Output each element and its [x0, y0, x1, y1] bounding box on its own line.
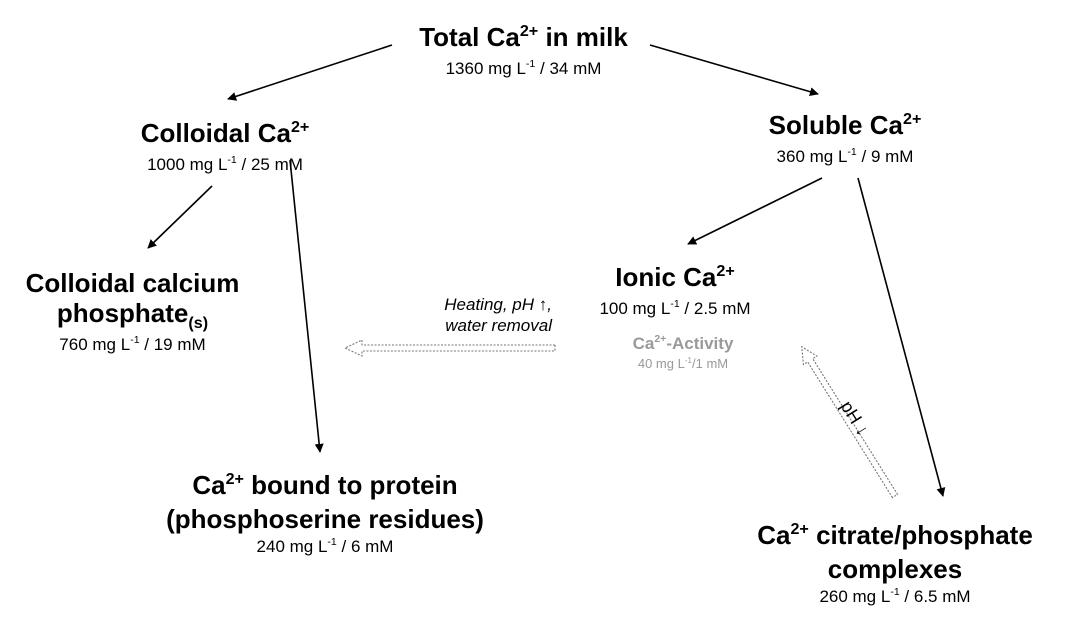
- arrow-colloidal-to-protein: [289, 159, 324, 453]
- condition-line: water removal: [445, 316, 552, 335]
- arrow-total-to-colloidal: [227, 44, 393, 101]
- node-protein-bound-calcium: Ca2+ bound to protein (phosphoserine resi…: [160, 470, 490, 560]
- hollow-arrow-to-ccp: [343, 339, 556, 357]
- condition-heating-label: Heating, pH ↑, water removal: [372, 294, 552, 336]
- node-title: Colloidal Ca2+: [140, 117, 310, 148]
- activity-value: 40 mg L-1/1 mM: [637, 355, 729, 371]
- node-value: 360 mg L-1 / 9 mM: [776, 146, 914, 166]
- condition-line: Heating, pH ↑,: [444, 295, 552, 314]
- arrow-soluble-to-ionic: [687, 177, 823, 245]
- node-title: Ca2+ bound to protein (phosphoserine resi…: [166, 469, 484, 534]
- node-value: 760 mg L-1 / 19 mM: [59, 334, 206, 354]
- node-calcium-activity: Ca2+-Activity 40 mg L-1/1 mM: [600, 333, 766, 374]
- node-value: 1000 mg L-1 / 25 mM: [147, 154, 303, 174]
- node-value: 1360 mg L-1 / 34 mM: [445, 58, 602, 78]
- node-title: Total Ca2+ in milk: [419, 21, 628, 52]
- node-total-calcium: Total Ca2+ in milk 1360 mg L-1 / 34 mM: [396, 22, 651, 82]
- node-title: Ionic Ca2+: [615, 261, 735, 292]
- node-value: 100 mg L-1 / 2.5 mM: [599, 298, 751, 318]
- hollow-arrow-to-ionic: [801, 345, 899, 499]
- node-citrate-phosphate-complexes: Ca2+ citrate/phosphate complexes 260 mg L…: [740, 520, 1050, 610]
- node-title: Ca2+ citrate/phosphate complexes: [757, 519, 1033, 584]
- arrow-colloidal-to-ccp: [147, 185, 213, 249]
- node-colloidal-calcium: Colloidal Ca2+ 1000 mg L-1 / 25 mM: [112, 118, 338, 178]
- node-title: Soluble Ca2+: [768, 109, 922, 140]
- node-colloidal-calcium-phosphate: Colloidal calcium phosphate(s) 760 mg L-1…: [5, 268, 260, 358]
- arrow-soluble-to-complexes: [857, 177, 946, 497]
- arrow-total-to-soluble: [649, 44, 819, 97]
- activity-title: Ca2+-Activity: [632, 333, 734, 353]
- node-ionic-calcium: Ionic Ca2+ 100 mg L-1 / 2.5 mM: [585, 262, 765, 322]
- node-soluble-calcium: Soluble Ca2+ 360 mg L-1 / 9 mM: [740, 110, 950, 170]
- node-value: 240 mg L-1 / 6 mM: [256, 536, 394, 556]
- node-value: 260 mg L-1 / 6.5 mM: [819, 586, 971, 606]
- node-title: Colloidal calcium phosphate(s): [25, 268, 240, 332]
